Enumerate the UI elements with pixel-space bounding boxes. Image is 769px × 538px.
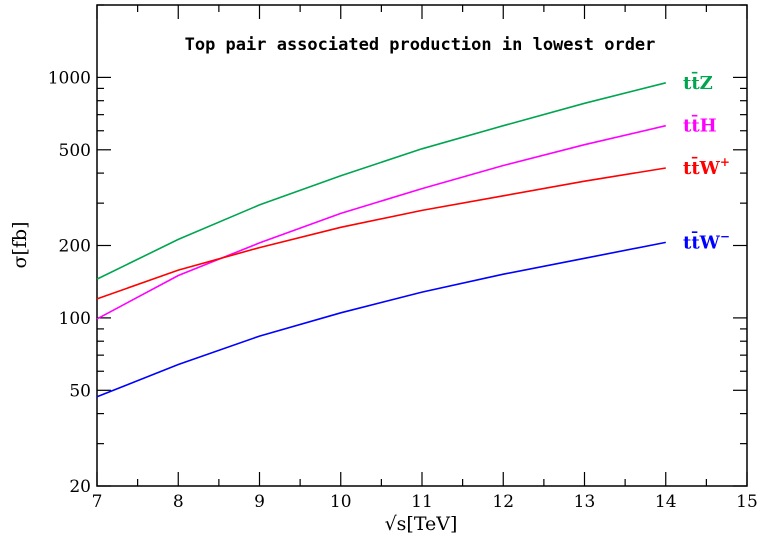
y-tick-label: 100 (59, 309, 91, 329)
series-label-1: tt̄H (683, 114, 717, 136)
y-axis-title: σ[fb] (9, 222, 31, 269)
chart-title: Top pair associated production in lowest… (185, 35, 656, 55)
series-labels: tt̄Ztt̄Htt̄W+tt̄W− (683, 71, 730, 253)
series-line-2 (96, 167, 666, 300)
series-label-text: tt̄W (683, 231, 721, 253)
x-tick-label: 11 (411, 492, 433, 512)
series-lines (96, 82, 666, 398)
y-tick-label: 1000 (48, 68, 91, 88)
x-tick-label: 14 (655, 492, 677, 512)
axis-ticks: 7 8 9 10 11 12 13 14 15 20 50 100 200 500 1000 (48, 4, 758, 512)
series-line-0 (96, 82, 666, 280)
y-tick-label: 200 (59, 237, 91, 257)
x-tick-label: 13 (574, 492, 596, 512)
series-line-1 (96, 124, 666, 320)
x-tick-label: 10 (330, 492, 352, 512)
series-label-text: tt̄W (683, 157, 721, 179)
x-axis-title: √s[TeV] (385, 513, 458, 535)
series-label-superscript: + (720, 155, 730, 169)
series-label-2: tt̄W+ (683, 155, 730, 179)
y-tick-label: 50 (69, 381, 91, 401)
series-label-3: tt̄W− (683, 229, 730, 253)
y-tick-label: 20 (69, 477, 91, 497)
series-label-superscript: − (720, 229, 730, 243)
series-label-text: tt̄Z (683, 71, 713, 93)
x-tick-label: 12 (492, 492, 514, 512)
series-line-3 (96, 241, 666, 398)
series-label-text: tt̄H (683, 114, 717, 136)
series-label-0: tt̄Z (683, 71, 713, 93)
y-tick-label: 500 (59, 141, 91, 161)
x-tick-label: 7 (92, 492, 103, 512)
x-tick-label: 15 (736, 492, 758, 512)
x-tick-label: 9 (254, 492, 265, 512)
x-tick-label: 8 (173, 492, 184, 512)
